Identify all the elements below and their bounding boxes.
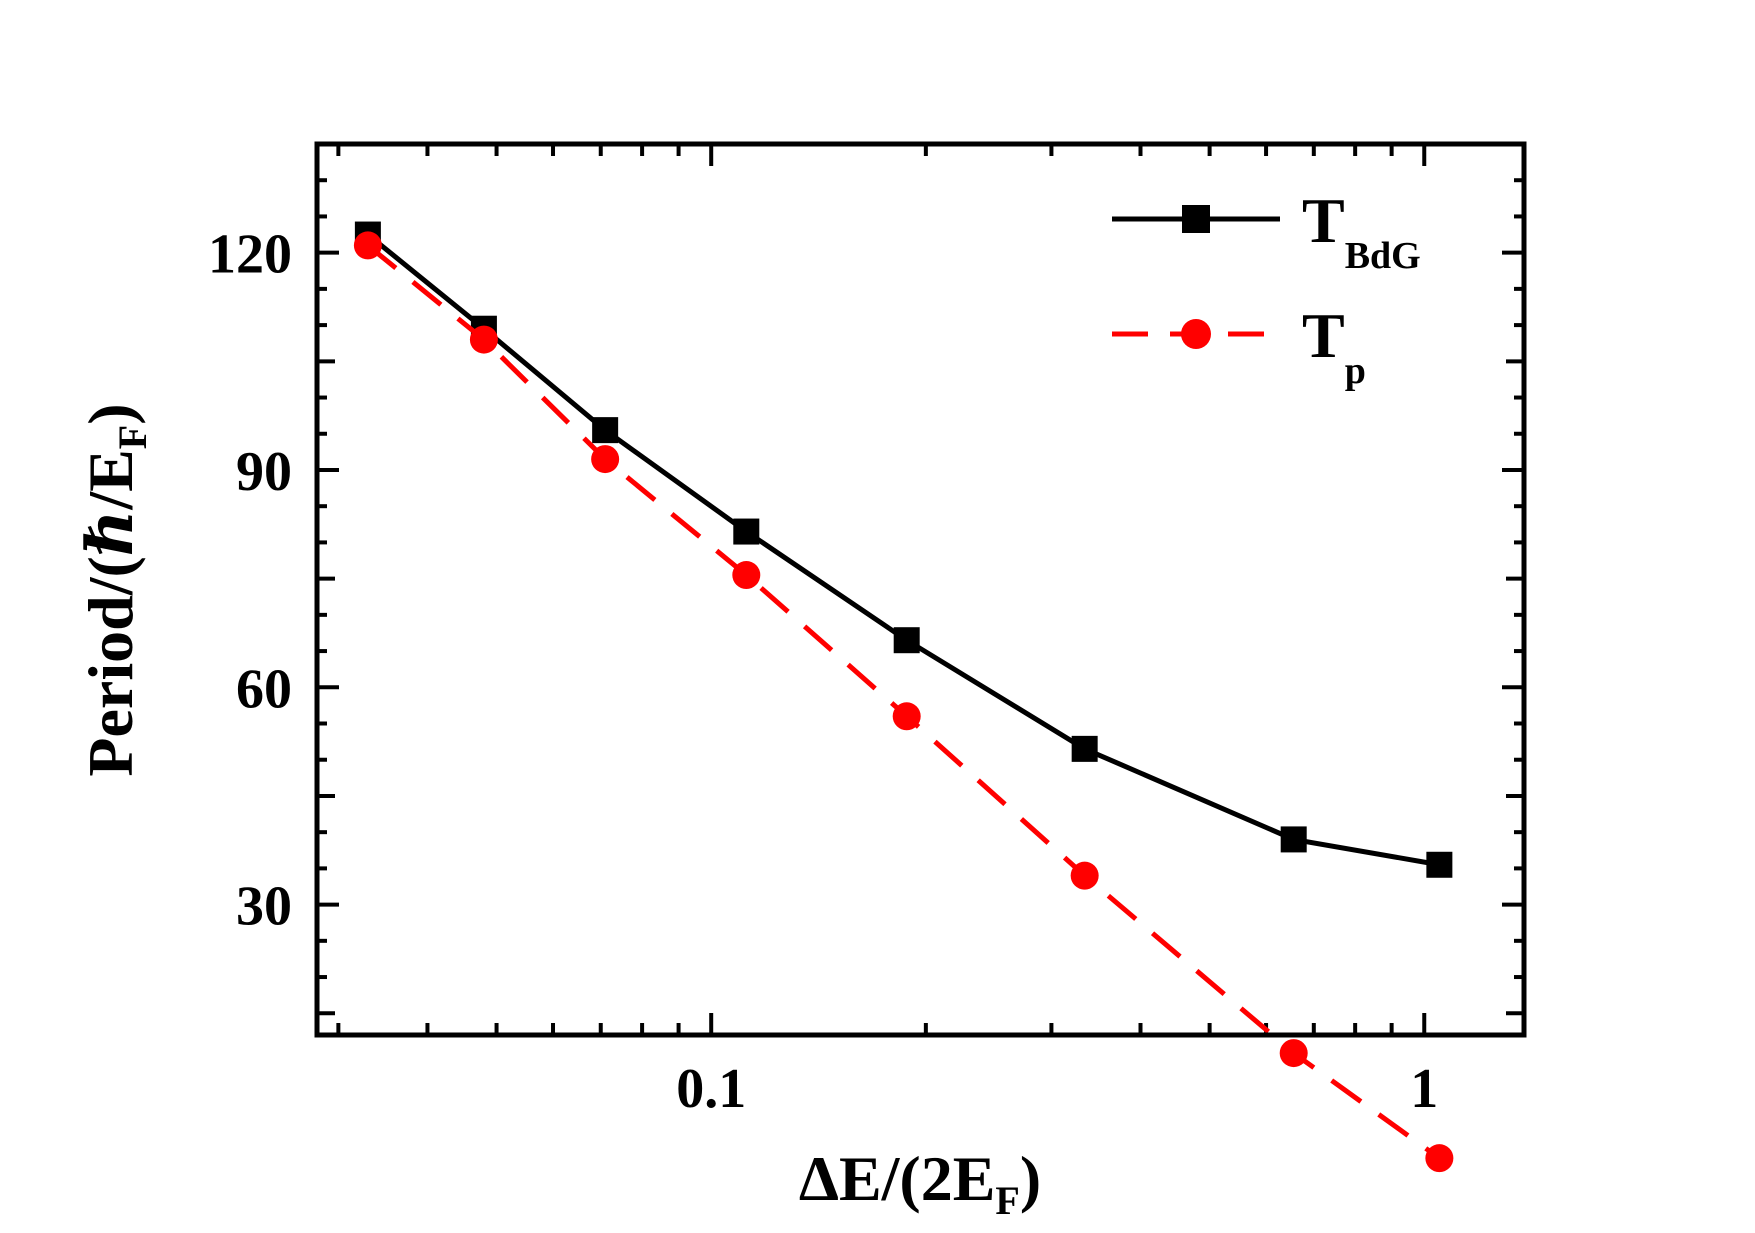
data-point-t-p [353,231,382,260]
data-point-t-bdg [1426,851,1453,878]
y-tick-label: 30 [236,876,292,938]
y-axis-title: Period/(ℏ/EF) [75,403,155,776]
data-point-t-p [892,702,921,731]
y-tick-label: 90 [236,441,292,503]
data-point-t-bdg [893,627,920,654]
plot-frame [314,141,1527,1038]
legend-label-tp: Tp [1302,300,1366,392]
legend-marker-tp [1181,319,1211,349]
data-point-t-p [1070,861,1099,890]
data-point-t-p [591,445,620,474]
y-tick-labels: 30 60 90 120 [208,224,292,938]
y-tick-label: 60 [236,658,292,720]
x-tick-label: 1 [1410,1058,1438,1120]
legend-item-tbdg: TBdG [1112,185,1421,277]
series-line-t-p [366,243,1441,1161]
x-tick-labels: 0.1 1 [676,1058,1438,1120]
data-point-t-bdg [733,518,760,545]
ticks-layer [317,142,1524,1035]
x-axis-title: ΔE/(2EF) [799,1143,1041,1223]
data-point-t-p [1425,1144,1454,1173]
data-point-t-p [1279,1039,1308,1068]
x-tick-label: 0.1 [676,1058,746,1120]
series-line-t-bdg [366,232,1440,868]
legend-item-tp: Tp [1112,300,1366,392]
legend-marker-tbdg [1182,205,1210,233]
legend: TBdG Tp [1112,185,1421,392]
data-point-t-bdg [592,417,619,444]
legend-label-tbdg: TBdG [1302,185,1421,277]
series-layer [353,221,1454,1173]
data-point-t-p [469,325,498,354]
data-point-t-bdg [1280,826,1307,853]
data-point-t-bdg [1071,735,1098,762]
data-point-t-p [732,561,761,590]
y-tick-label: 120 [208,224,292,286]
